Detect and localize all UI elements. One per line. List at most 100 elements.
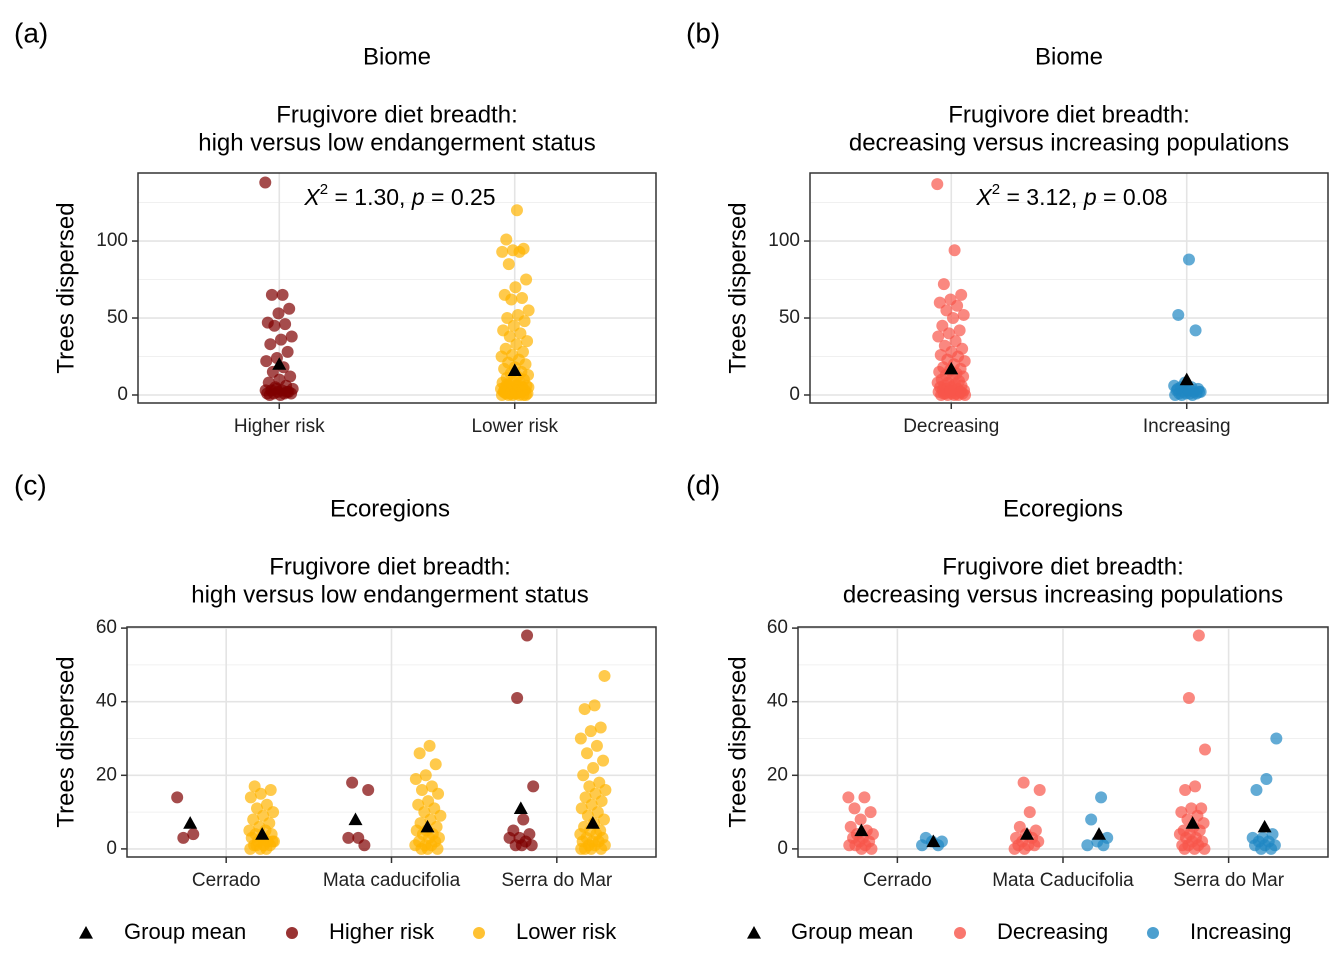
point: [279, 318, 292, 331]
point: [1189, 780, 1202, 793]
point: [431, 842, 444, 855]
y-tick-label: 60: [96, 617, 117, 638]
y-tick-label: 100: [768, 230, 800, 251]
y-tick-label: 0: [117, 384, 128, 405]
y-tick-label: 0: [777, 838, 788, 859]
group-mean: [944, 361, 959, 375]
point: [283, 302, 296, 315]
point: [281, 345, 294, 358]
point: [259, 176, 272, 189]
point: [264, 338, 277, 351]
legend-key: [286, 927, 298, 939]
point: [1171, 382, 1184, 395]
group-mean: [183, 816, 198, 829]
group-mean: [1257, 819, 1272, 833]
legend-label: Decreasing: [997, 919, 1108, 944]
point: [518, 315, 531, 328]
group-mean: [507, 363, 522, 376]
point: [597, 754, 610, 767]
point: [415, 784, 428, 797]
point: [521, 335, 534, 348]
point: [1178, 842, 1191, 855]
chart-title: Ecoregions: [330, 495, 450, 522]
point: [1033, 784, 1046, 797]
x-tick-label: Decreasing: [903, 416, 999, 437]
point: [1081, 839, 1094, 852]
point: [951, 299, 964, 312]
x-tick-label: Lower risk: [471, 416, 558, 437]
plot-border: [797, 626, 1329, 858]
point: [268, 319, 281, 332]
chart-title: Biome: [363, 43, 431, 70]
x-tick-label: Serra do Mar: [501, 870, 613, 891]
chart-subtitle: Frugivore diet breadth:: [948, 101, 1189, 128]
point: [1182, 692, 1195, 705]
point: [584, 725, 597, 738]
point: [953, 324, 966, 337]
group-mean: [255, 827, 270, 840]
point: [275, 333, 288, 346]
point: [931, 178, 944, 191]
chart-subtitle: Frugivore diet breadth:: [942, 553, 1183, 580]
point: [501, 378, 514, 391]
point: [502, 258, 515, 271]
point: [578, 703, 591, 716]
x-tick-label: Higher risk: [234, 416, 325, 437]
point: [855, 842, 868, 855]
point: [1182, 253, 1195, 266]
point: [421, 842, 434, 855]
point: [1199, 743, 1212, 756]
point: [513, 245, 526, 258]
annotation: X2 = 1.30, p = 0.25: [303, 181, 495, 210]
point: [1172, 308, 1185, 321]
point: [1193, 385, 1206, 398]
legend-key: [473, 927, 485, 939]
point: [1085, 813, 1098, 826]
point: [272, 307, 285, 320]
annotation: X2 = 3.12, p = 0.08: [975, 181, 1167, 210]
point: [595, 795, 608, 808]
annotation-part: = 3.12,: [1000, 184, 1084, 210]
legend-label: Group mean: [124, 919, 246, 944]
point: [516, 292, 529, 305]
point: [937, 278, 950, 291]
legend-label: Increasing: [1190, 919, 1292, 944]
group-mean: [513, 801, 528, 815]
group-mean: [585, 816, 600, 829]
point: [267, 806, 280, 819]
group-mean: [420, 819, 435, 833]
point: [177, 831, 190, 844]
point: [276, 288, 289, 301]
point: [1265, 842, 1278, 855]
panel-label: (b): [686, 17, 720, 48]
legend-label: Group mean: [791, 919, 913, 944]
point: [1260, 772, 1273, 785]
point: [434, 809, 447, 822]
point: [284, 370, 297, 383]
annotation-part: 2: [320, 181, 328, 198]
chart-subtitle: Frugivore diet breadth:: [276, 101, 517, 128]
y-tick-label: 20: [767, 764, 788, 785]
point: [510, 204, 523, 217]
x-tick-label: Serra do Mar: [1173, 870, 1285, 891]
group-mean: [1185, 816, 1200, 829]
point: [1097, 839, 1110, 852]
point: [1028, 839, 1041, 852]
point: [511, 692, 524, 705]
point: [580, 747, 593, 760]
point: [527, 780, 540, 793]
point: [423, 739, 436, 752]
y-tick-label: 40: [96, 691, 117, 712]
annotation-part: p: [1083, 184, 1097, 210]
point: [944, 384, 957, 397]
point: [358, 839, 371, 852]
point: [575, 842, 588, 855]
y-tick-label: 0: [789, 384, 800, 405]
point: [1018, 842, 1031, 855]
point: [525, 839, 538, 852]
y-axis-label: Trees dispersed: [724, 656, 751, 827]
point: [244, 791, 257, 804]
point: [522, 381, 535, 394]
y-tick-label: 100: [96, 230, 128, 251]
